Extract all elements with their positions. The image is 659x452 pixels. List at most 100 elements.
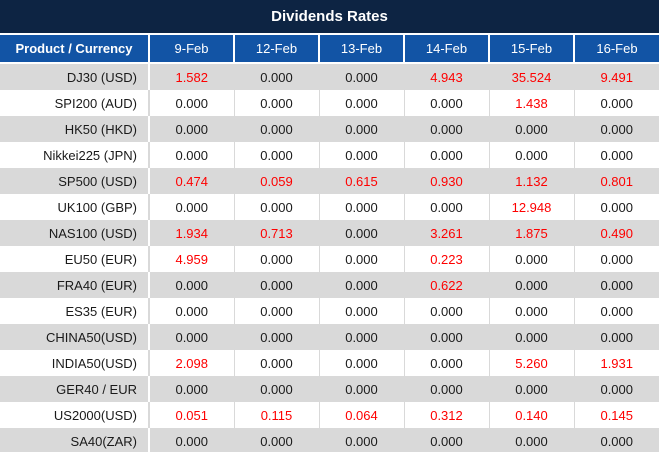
product-cell: CHINA50(USD) xyxy=(0,324,150,350)
value-cell: 0.000 xyxy=(318,350,404,376)
value-cell: 0.000 xyxy=(488,298,574,324)
value-cell: 0.000 xyxy=(403,350,489,376)
value-cell: 0.000 xyxy=(233,376,319,402)
product-cell: NAS100 (USD) xyxy=(0,220,150,246)
table-row: SPI200 (AUD) 0.000 0.000 0.000 0.000 1.438 0.0… xyxy=(0,90,659,116)
value-cell: 2.098 xyxy=(149,350,234,376)
product-cell: SPI200 (AUD) xyxy=(0,90,150,116)
product-cell: GER40 / EUR xyxy=(0,376,150,402)
value-cell: 0.000 xyxy=(488,428,574,452)
value-cell: 4.959 xyxy=(149,246,234,272)
value-cell: 0.000 xyxy=(318,324,404,350)
value-cell: 1.132 xyxy=(488,168,574,194)
value-cell: 0.000 xyxy=(573,142,659,168)
value-cell: 0.000 xyxy=(573,428,659,452)
value-cell: 0.000 xyxy=(233,428,319,452)
product-cell: SA40(ZAR) xyxy=(0,428,150,452)
value-cell: 0.000 xyxy=(403,298,489,324)
value-cell: 0.000 xyxy=(233,194,319,220)
value-cell: 0.000 xyxy=(149,428,234,452)
column-header-date: 12-Feb xyxy=(233,35,319,64)
value-cell: 0.000 xyxy=(318,376,404,402)
value-cell: 0.140 xyxy=(488,402,574,428)
value-cell: 0.615 xyxy=(318,168,404,194)
table-row: Nikkei225 (JPN) 0.000 0.000 0.000 0.000 0.000… xyxy=(0,142,659,168)
value-cell: 0.223 xyxy=(403,246,489,272)
value-cell: 0.000 xyxy=(149,194,234,220)
value-cell: 4.943 xyxy=(403,63,489,90)
table-header: Product / Currency 9-Feb 12-Feb 13-Feb 14-F… xyxy=(0,35,659,64)
value-cell: 0.474 xyxy=(149,168,234,194)
column-header-date: 13-Feb xyxy=(318,35,404,64)
value-cell: 0.064 xyxy=(318,402,404,428)
value-cell: 0.930 xyxy=(403,168,489,194)
value-cell: 0.000 xyxy=(403,142,489,168)
product-cell: HK50 (HKD) xyxy=(0,116,150,142)
value-cell: 0.000 xyxy=(573,194,659,220)
page-title: Dividends Rates xyxy=(0,0,659,35)
value-cell: 0.000 xyxy=(233,246,319,272)
value-cell: 0.000 xyxy=(149,298,234,324)
value-cell: 0.000 xyxy=(403,116,489,142)
value-cell: 0.000 xyxy=(488,324,574,350)
value-cell: 0.000 xyxy=(488,376,574,402)
value-cell: 0.000 xyxy=(233,324,319,350)
value-cell: 1.582 xyxy=(149,63,234,90)
table-row: FRA40 (EUR) 0.000 0.000 0.000 0.622 0.000 0.00… xyxy=(0,272,659,298)
table-row: SP500 (USD) 0.474 0.059 0.615 0.930 1.132 0.80… xyxy=(0,168,659,194)
value-cell: 0.000 xyxy=(233,90,319,116)
value-cell: 0.000 xyxy=(149,376,234,402)
value-cell: 0.000 xyxy=(488,246,574,272)
value-cell: 0.000 xyxy=(403,324,489,350)
table-row: DJ30 (USD) 1.582 0.000 0.000 4.943 35.524 9.49… xyxy=(0,63,659,90)
value-cell: 0.000 xyxy=(318,63,404,90)
value-cell: 0.713 xyxy=(233,220,319,246)
table-row: UK100 (GBP) 0.000 0.000 0.000 0.000 12.948 0.0… xyxy=(0,194,659,220)
product-cell: DJ30 (USD) xyxy=(0,63,150,90)
value-cell: 0.000 xyxy=(149,116,234,142)
column-header-date: 9-Feb xyxy=(148,35,234,64)
value-cell: 0.000 xyxy=(149,324,234,350)
table-row: INDIA50(USD) 2.098 0.000 0.000 0.000 5.260 1.9… xyxy=(0,350,659,376)
value-cell: 0.490 xyxy=(573,220,659,246)
value-cell: 0.000 xyxy=(318,246,404,272)
value-cell: 0.000 xyxy=(318,194,404,220)
dividends-rates-table: Product / Currency 9-Feb 12-Feb 13-Feb 14-F… xyxy=(0,35,659,452)
value-cell: 1.438 xyxy=(488,90,574,116)
column-header-date: 16-Feb xyxy=(573,35,659,64)
value-cell: 0.000 xyxy=(403,90,489,116)
column-header-date: 15-Feb xyxy=(488,35,574,64)
value-cell: 12.948 xyxy=(488,194,574,220)
product-cell: UK100 (GBP) xyxy=(0,194,150,220)
value-cell: 1.934 xyxy=(149,220,234,246)
value-cell: 0.000 xyxy=(573,272,659,298)
value-cell: 0.000 xyxy=(233,272,319,298)
table-row: SA40(ZAR) 0.000 0.000 0.000 0.000 0.000 0.000 xyxy=(0,428,659,452)
value-cell: 1.931 xyxy=(573,350,659,376)
column-header-product-currency: Product / Currency xyxy=(0,35,149,64)
product-cell: FRA40 (EUR) xyxy=(0,272,150,298)
value-cell: 0.801 xyxy=(573,168,659,194)
value-cell: 0.000 xyxy=(573,324,659,350)
product-cell: INDIA50(USD) xyxy=(0,350,150,376)
value-cell: 0.000 xyxy=(403,376,489,402)
product-cell: EU50 (EUR) xyxy=(0,246,150,272)
value-cell: 0.000 xyxy=(318,272,404,298)
value-cell: 0.059 xyxy=(233,168,319,194)
value-cell: 0.000 xyxy=(573,298,659,324)
value-cell: 0.000 xyxy=(318,428,404,452)
product-cell: Nikkei225 (JPN) xyxy=(0,142,150,168)
value-cell: 9.491 xyxy=(573,63,659,90)
product-cell: SP500 (USD) xyxy=(0,168,150,194)
value-cell: 0.000 xyxy=(573,246,659,272)
value-cell: 0.000 xyxy=(403,428,489,452)
value-cell: 35.524 xyxy=(488,63,574,90)
value-cell: 0.145 xyxy=(573,402,659,428)
value-cell: 0.000 xyxy=(233,63,319,90)
value-cell: 0.000 xyxy=(318,298,404,324)
product-cell: ES35 (EUR) xyxy=(0,298,150,324)
table-row: ES35 (EUR) 0.000 0.000 0.000 0.000 0.000 0.000 xyxy=(0,298,659,324)
value-cell: 0.000 xyxy=(233,142,319,168)
value-cell: 0.000 xyxy=(149,142,234,168)
header-row: Product / Currency 9-Feb 12-Feb 13-Feb 14-F… xyxy=(0,35,659,64)
